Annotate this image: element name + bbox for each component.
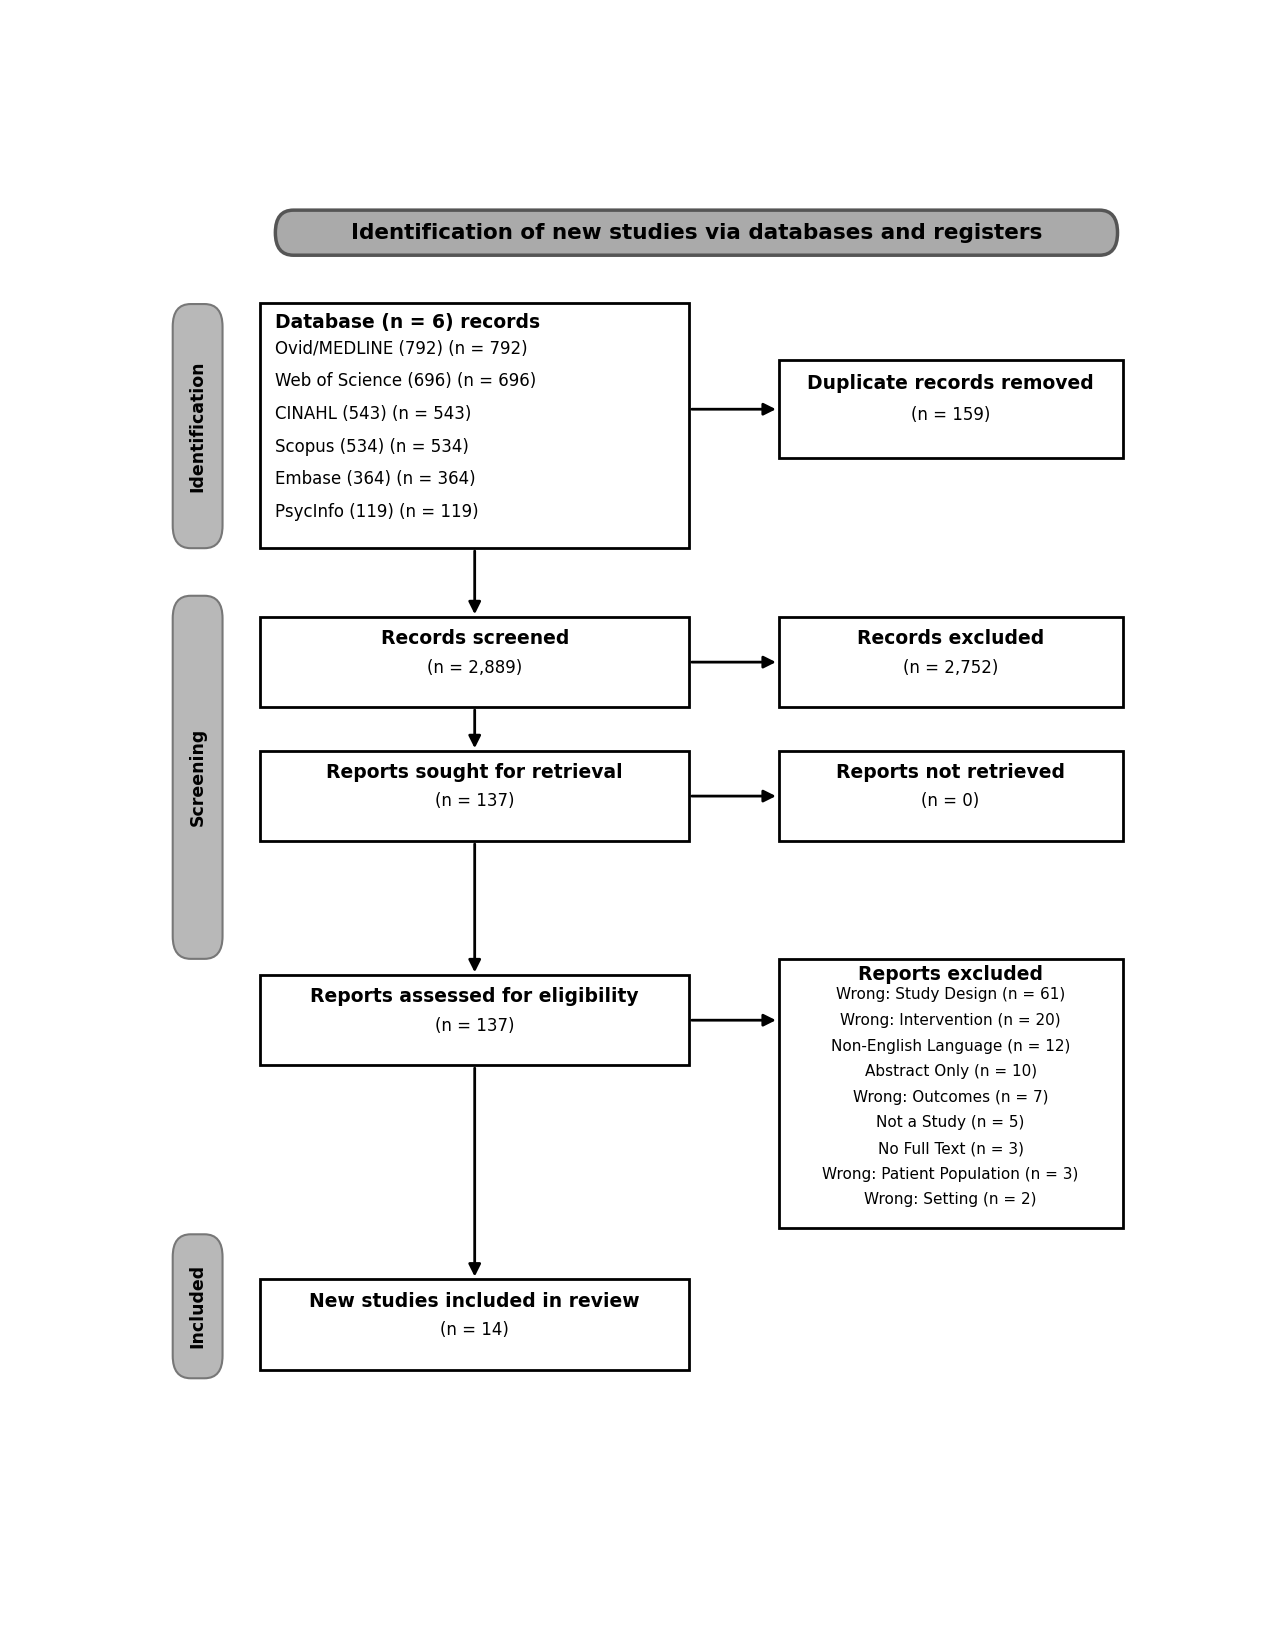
FancyBboxPatch shape [260,1280,689,1369]
FancyBboxPatch shape [260,302,689,548]
FancyBboxPatch shape [779,751,1123,841]
Text: Embase (364) (n = 364): Embase (364) (n = 364) [275,470,476,488]
FancyBboxPatch shape [260,976,689,1065]
Text: (n = 14): (n = 14) [440,1320,509,1338]
FancyBboxPatch shape [172,595,222,959]
FancyBboxPatch shape [779,959,1123,1228]
FancyBboxPatch shape [779,361,1123,459]
Text: Included: Included [189,1265,207,1348]
Text: Scopus (534) (n = 534): Scopus (534) (n = 534) [275,437,469,455]
Text: Reports not retrieved: Reports not retrieved [836,763,1065,782]
FancyBboxPatch shape [275,210,1118,255]
Text: Records excluded: Records excluded [856,629,1044,649]
FancyBboxPatch shape [779,616,1123,707]
Text: Records screened: Records screened [381,629,568,649]
Text: Identification: Identification [189,361,207,493]
FancyBboxPatch shape [260,616,689,707]
Text: Abstract Only (n = 10): Abstract Only (n = 10) [864,1063,1037,1080]
Text: CINAHL (543) (n = 543): CINAHL (543) (n = 543) [275,405,472,423]
Text: Reports sought for retrieval: Reports sought for retrieval [327,763,622,782]
Text: Ovid/MEDLINE (792) (n = 792): Ovid/MEDLINE (792) (n = 792) [275,340,529,358]
Text: Wrong: Intervention (n = 20): Wrong: Intervention (n = 20) [840,1013,1061,1028]
Text: (n = 0): (n = 0) [922,792,980,810]
Text: Database (n = 6) records: Database (n = 6) records [275,312,540,332]
FancyBboxPatch shape [172,1234,222,1379]
Text: No Full Text (n = 3): No Full Text (n = 3) [877,1141,1024,1156]
Text: Reports excluded: Reports excluded [858,964,1043,984]
Text: Web of Science (696) (n = 696): Web of Science (696) (n = 696) [275,372,536,390]
Text: New studies included in review: New studies included in review [310,1291,640,1311]
Text: (n = 159): (n = 159) [910,406,990,424]
Text: (n = 137): (n = 137) [435,1016,514,1034]
Text: Identification of new studies via databases and registers: Identification of new studies via databa… [351,223,1042,242]
Text: Wrong: Patient Population (n = 3): Wrong: Patient Population (n = 3) [823,1167,1079,1182]
Text: Duplicate records removed: Duplicate records removed [808,374,1094,393]
Text: Wrong: Study Design (n = 61): Wrong: Study Design (n = 61) [836,987,1065,1002]
Text: Not a Study (n = 5): Not a Study (n = 5) [876,1115,1025,1130]
Text: (n = 2,889): (n = 2,889) [427,659,522,676]
FancyBboxPatch shape [260,751,689,841]
Text: Wrong: Setting (n = 2): Wrong: Setting (n = 2) [864,1192,1037,1208]
Text: (n = 2,752): (n = 2,752) [903,659,998,676]
Text: Wrong: Outcomes (n = 7): Wrong: Outcomes (n = 7) [853,1089,1048,1104]
Text: (n = 137): (n = 137) [435,792,514,810]
Text: Screening: Screening [189,728,207,826]
FancyBboxPatch shape [172,304,222,548]
Text: Reports assessed for eligibility: Reports assessed for eligibility [310,987,639,1006]
Text: PsycInfo (119) (n = 119): PsycInfo (119) (n = 119) [275,502,478,522]
Text: Non-English Language (n = 12): Non-English Language (n = 12) [831,1039,1070,1054]
